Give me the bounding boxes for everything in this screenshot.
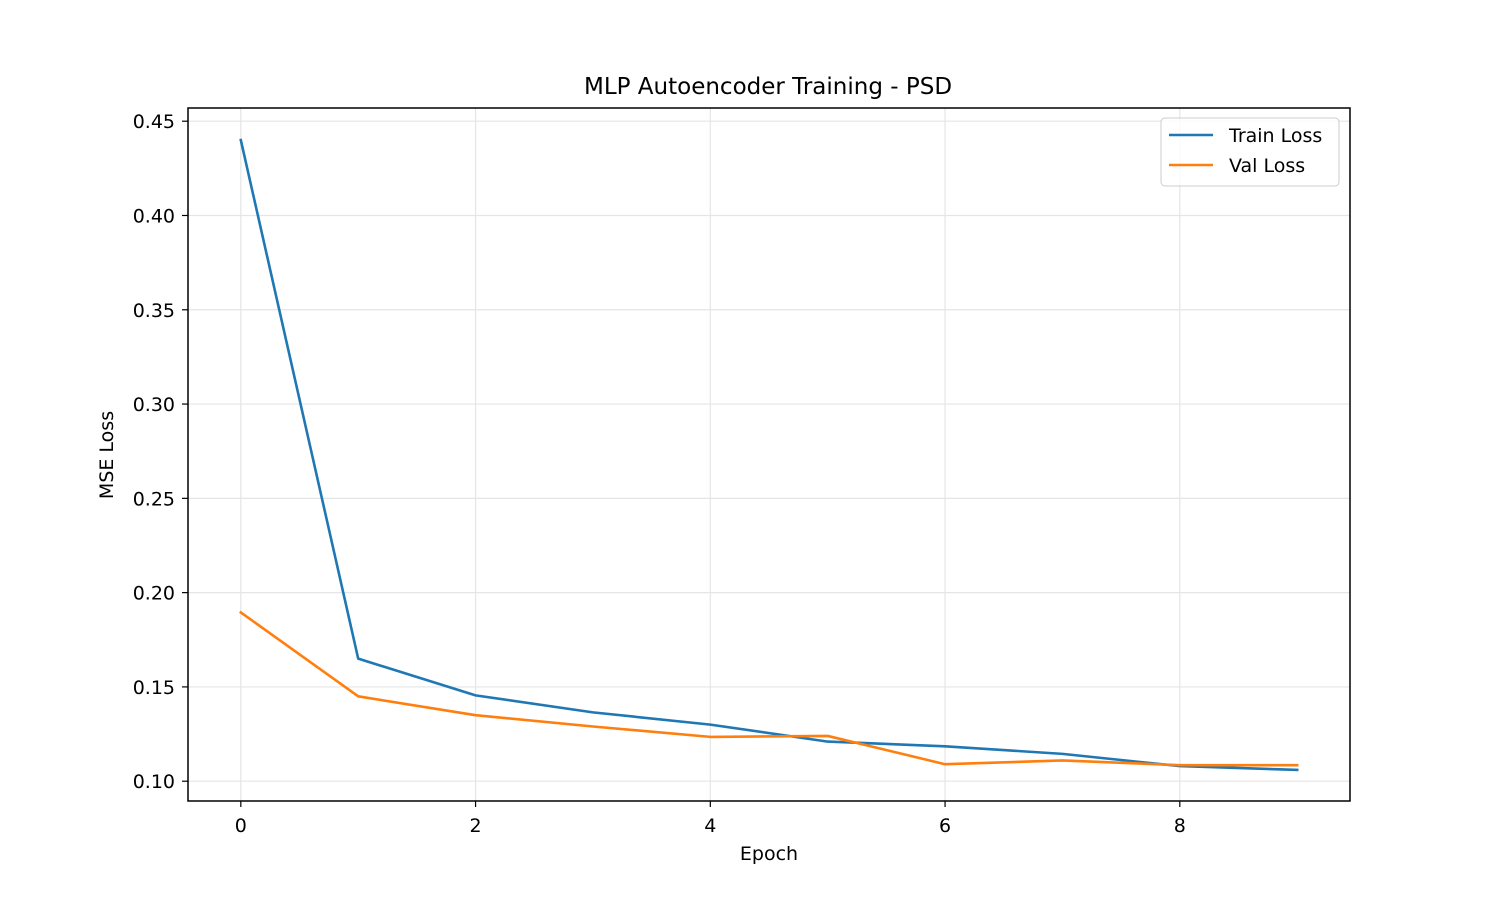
x-tick-label: 6 <box>939 815 951 837</box>
legend-label-val-loss: Val Loss <box>1229 155 1305 177</box>
y-tick-label: 0.45 <box>133 111 175 133</box>
y-axis-ticks: 0.10 0.15 0.20 0.25 0.30 0.35 0.40 0.45 <box>133 111 188 793</box>
x-axis-label: Epoch <box>740 843 798 865</box>
legend: Train Loss Val Loss <box>1160 117 1340 187</box>
y-tick-label: 0.25 <box>133 488 175 510</box>
series-line-val-loss <box>239 610 1299 767</box>
series-lines <box>239 138 1299 772</box>
y-tick-label: 0.30 <box>133 394 175 416</box>
y-tick-label: 0.35 <box>133 300 175 322</box>
y-tick-label: 0.20 <box>133 583 175 605</box>
legend-label-train-loss: Train Loss <box>1228 125 1322 147</box>
x-tick-label: 0 <box>235 815 247 837</box>
plot-frame <box>187 107 1351 802</box>
x-tick-label: 8 <box>1174 815 1186 837</box>
y-tick-label: 0.10 <box>133 771 175 793</box>
y-axis-label: MSE Loss <box>96 411 118 499</box>
y-tick-label: 0.40 <box>133 205 175 227</box>
chart-title: MLP Autoencoder Training - PSD <box>584 74 952 100</box>
x-axis-ticks: 0 2 4 6 8 <box>235 801 1186 837</box>
x-tick-label: 2 <box>470 815 482 837</box>
series-line-train-loss <box>239 138 1299 772</box>
y-tick-label: 0.15 <box>133 677 175 699</box>
grid-lines <box>188 108 1350 801</box>
x-tick-label: 4 <box>704 815 716 837</box>
